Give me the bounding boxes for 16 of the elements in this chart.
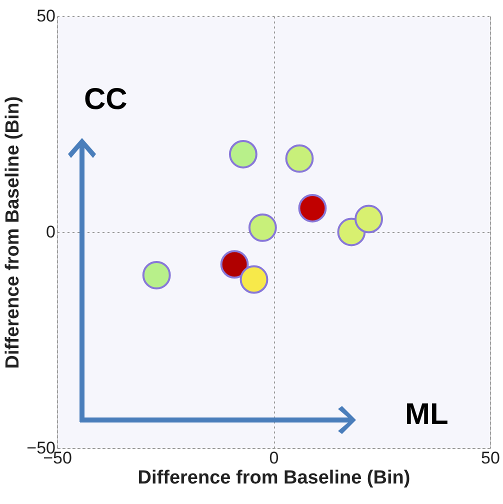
x-tick-label: 50 xyxy=(481,448,500,468)
point xyxy=(228,140,258,168)
point xyxy=(240,265,268,294)
point xyxy=(248,213,277,242)
point xyxy=(142,260,171,290)
point xyxy=(220,250,249,279)
point xyxy=(354,204,383,234)
y-tick-label: 50 xyxy=(36,6,56,26)
y-tick-label: 0 xyxy=(46,222,56,242)
y-axis-title: Difference from Baseline (Bin) xyxy=(2,96,24,369)
annotation: ML xyxy=(405,398,448,431)
x-axis-title: Difference from Baseline (Bin) xyxy=(138,468,410,488)
point xyxy=(298,194,327,222)
point xyxy=(285,144,314,173)
x-tick-label: 0 xyxy=(269,448,279,468)
annotation: CC xyxy=(84,83,128,116)
